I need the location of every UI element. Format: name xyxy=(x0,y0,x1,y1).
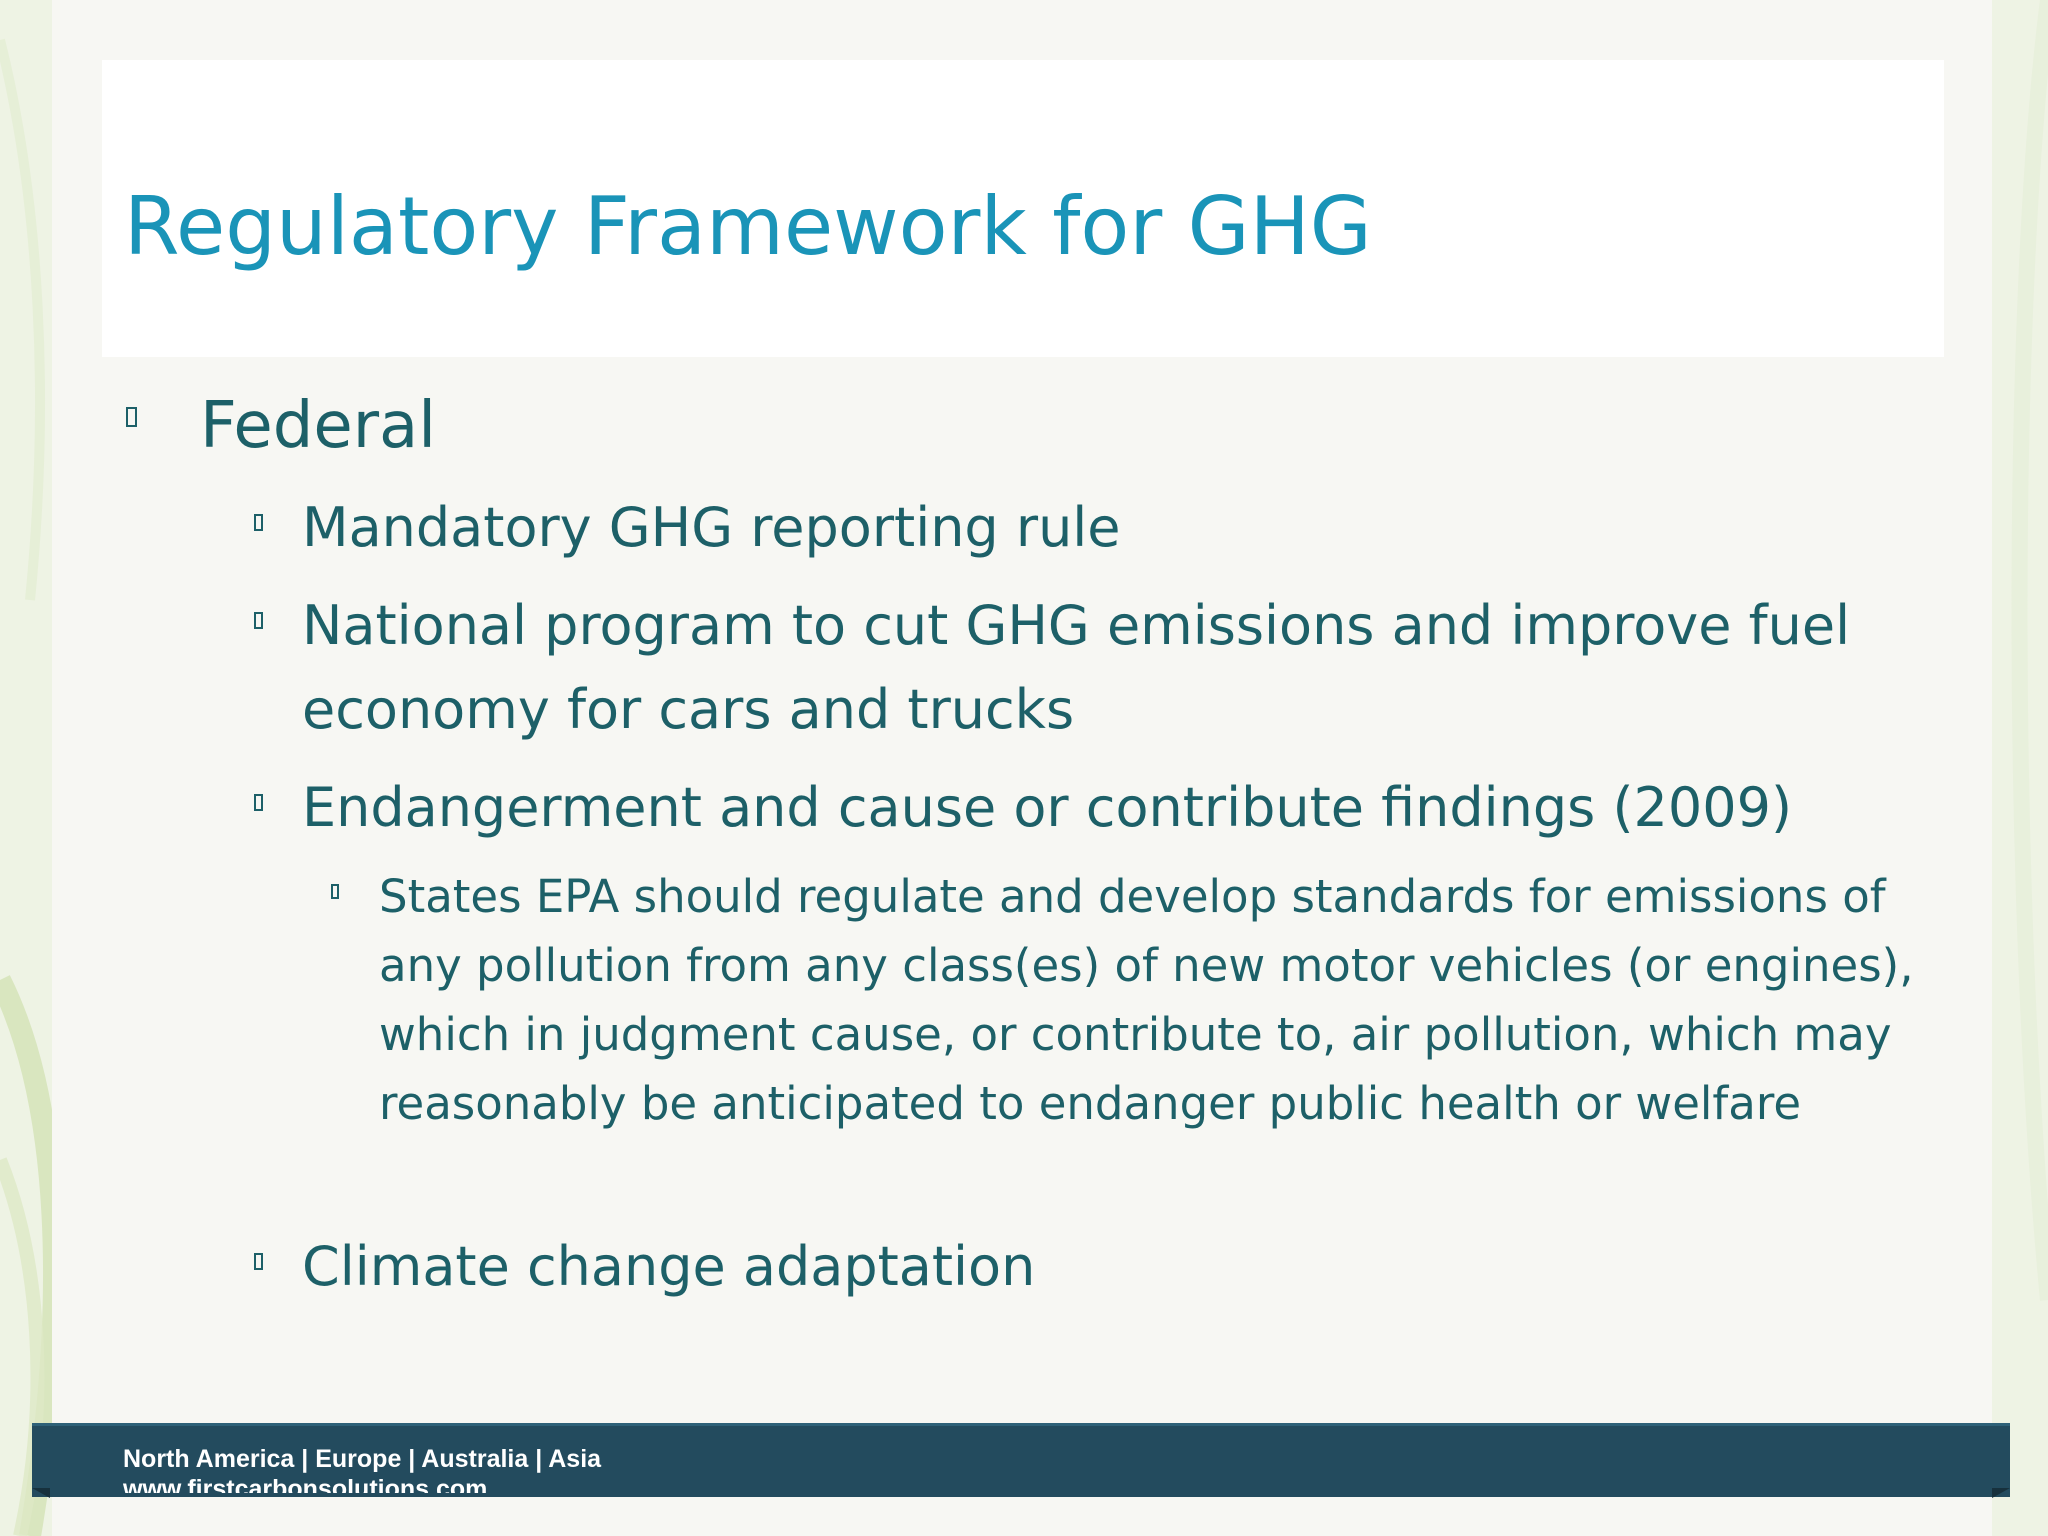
bullet-marker-icon xyxy=(254,514,263,531)
bullet-text: Federal xyxy=(200,389,436,463)
bullet-national-program: National program to cut GHG emissions an… xyxy=(254,584,1942,752)
bullet-marker-icon xyxy=(254,612,263,629)
bullet-endangerment: Endangerment and cause or contribute fin… xyxy=(254,766,1942,850)
bullet-text: Endangerment and cause or contribute fin… xyxy=(302,776,1793,839)
title-box xyxy=(102,60,1944,357)
bullet-mandatory-reporting: Mandatory GHG reporting rule xyxy=(254,486,1942,570)
bullet-text: Climate change adaptation xyxy=(302,1235,1036,1298)
footer-ribbon-fold-left xyxy=(32,1488,50,1498)
bullet-text: National program to cut GHG emissions an… xyxy=(302,594,1851,741)
bullet-text: States EPA should regulate and develop s… xyxy=(379,870,1914,1130)
footer-url: www.firstcarbonsolutions.com xyxy=(123,1475,488,1493)
bullet-states-epa: States EPA should regulate and develop s… xyxy=(331,862,1939,1138)
bullet-marker-icon xyxy=(254,1253,263,1270)
footer-bar xyxy=(32,1423,2010,1497)
bullet-climate-adaptation: Climate change adaptation xyxy=(254,1225,1942,1309)
slide-title: Regulatory Framework for GHG xyxy=(124,180,1372,273)
bullet-text: Mandatory GHG reporting rule xyxy=(302,496,1121,559)
footer-ribbon-fold-right xyxy=(1992,1488,2010,1498)
bullet-marker-icon xyxy=(254,794,263,811)
bullet-federal: Federal xyxy=(126,381,436,471)
bullet-marker-icon xyxy=(126,407,137,427)
footer-regions: North America | Europe | Australia | Asi… xyxy=(123,1445,602,1473)
bullet-marker-icon xyxy=(331,884,339,899)
